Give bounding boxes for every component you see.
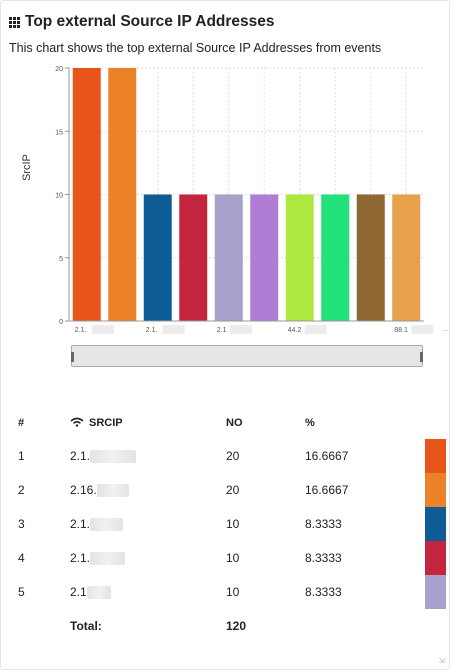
table-row[interactable]: 4 2.1. 10 8.3333	[1, 541, 450, 575]
row-percent: 8.3333	[305, 585, 342, 599]
y-tick-label: 0	[59, 319, 63, 326]
row-percent: 8.3333	[305, 551, 342, 565]
scrollbar-left-handle[interactable]	[71, 352, 74, 362]
row-color-swatch	[425, 439, 446, 473]
redacted-mask	[229, 325, 252, 334]
row-ip-text: 2.1	[70, 585, 87, 599]
y-tick-label: 5	[59, 256, 63, 263]
total-value: 120	[226, 619, 247, 633]
row-rank: 2	[18, 483, 25, 497]
row-rank: 5	[18, 585, 25, 599]
row-count: 10	[226, 551, 240, 565]
bar[interactable]	[72, 68, 101, 321]
redacted-mask	[304, 325, 327, 334]
table-row[interactable]: 3 2.1. 10 8.3333	[1, 507, 450, 541]
bar[interactable]	[285, 194, 314, 322]
bar[interactable]	[179, 194, 208, 322]
table-total-row: Total: 120	[1, 609, 450, 643]
header-percent: %	[305, 417, 315, 429]
bar[interactable]	[392, 194, 421, 322]
panel-resize-icon[interactable]: ⇲	[438, 656, 445, 665]
chart-bars	[72, 68, 421, 322]
panel-header: Top external Source IP Addresses	[9, 13, 275, 31]
y-tick-label: 20	[55, 66, 63, 73]
row-rank: 1	[18, 449, 25, 463]
bar[interactable]	[321, 194, 350, 322]
bar[interactable]	[356, 194, 385, 322]
scrollbar-right-handle[interactable]	[420, 352, 423, 362]
x-tick-label: 2.1.	[75, 327, 87, 334]
row-count: 20	[226, 483, 240, 497]
redacted-mask	[90, 552, 126, 566]
redacted-mask	[411, 325, 434, 334]
table-row[interactable]: 1 2.1. 20 16.6667	[1, 439, 450, 473]
grid-icon	[9, 16, 20, 28]
table-row[interactable]: 2 2.16. 20 16.6667	[1, 473, 450, 507]
row-count: 10	[226, 585, 240, 599]
row-color-swatch	[425, 541, 446, 575]
redacted-mask	[90, 518, 124, 532]
header-srcip-label: SRCIP	[89, 417, 123, 429]
chart-ticks: 0 5 10 15 20 2.1. 2.1. 2.1 44.2 88.1	[55, 66, 434, 334]
row-color-swatch	[425, 575, 446, 609]
redacted-mask	[96, 484, 129, 498]
y-tick-label: 15	[55, 129, 63, 136]
row-ip: 2.1.	[70, 517, 124, 532]
x-tick-label: 2.1.	[146, 327, 158, 334]
y-tick-label: 10	[55, 193, 63, 200]
row-count: 10	[226, 517, 240, 531]
redacted-mask	[162, 325, 185, 334]
row-ip-text: 2.16.	[70, 483, 97, 497]
redacted-mask	[86, 586, 111, 600]
x-tick-label: 44.2	[288, 327, 302, 334]
chart-scrollbar[interactable]	[71, 345, 423, 367]
row-ip: 2.1	[70, 585, 111, 600]
x-tick-label: 2.1	[217, 327, 227, 334]
bar[interactable]	[250, 194, 279, 322]
header-rank: #	[18, 417, 25, 429]
row-ip-text: 2.1.	[70, 449, 91, 463]
row-color-swatch	[425, 473, 446, 507]
total-label: Total:	[70, 619, 102, 633]
x-tick-label: 88.1	[394, 327, 408, 334]
row-rank: 3	[18, 517, 25, 531]
row-ip-text: 2.1.	[70, 517, 91, 531]
row-count: 20	[226, 449, 240, 463]
row-ip: 2.16.	[70, 483, 129, 498]
redacted-mask	[91, 325, 114, 334]
bar[interactable]	[108, 68, 137, 321]
bar-chart: 0 5 10 15 20 2.1. 2.1. 2.1 44.2 88.1	[55, 66, 434, 334]
bar[interactable]	[214, 194, 243, 322]
row-percent: 16.6667	[305, 483, 349, 497]
table-row[interactable]: 5 2.1 10 8.3333	[1, 575, 450, 609]
wifi-icon	[70, 417, 84, 427]
table-header: # SRCIP NO %	[1, 411, 450, 435]
row-percent: 8.3333	[305, 517, 342, 531]
row-ip: 2.1.	[70, 551, 126, 566]
header-count: NO	[226, 417, 243, 429]
panel-title: Top external Source IP Addresses	[25, 13, 275, 30]
redacted-mask	[90, 450, 137, 464]
resize-handle-icon[interactable]: ⋯	[442, 328, 449, 335]
header-srcip: SRCIP	[70, 417, 123, 429]
panel-description: This chart shows the top external Source…	[9, 41, 382, 55]
row-rank: 4	[18, 551, 25, 565]
row-ip-text: 2.1.	[70, 551, 91, 565]
row-color-swatch	[425, 507, 446, 541]
bar[interactable]	[143, 194, 172, 322]
row-ip: 2.1.	[70, 449, 137, 464]
row-percent: 16.6667	[305, 449, 349, 463]
